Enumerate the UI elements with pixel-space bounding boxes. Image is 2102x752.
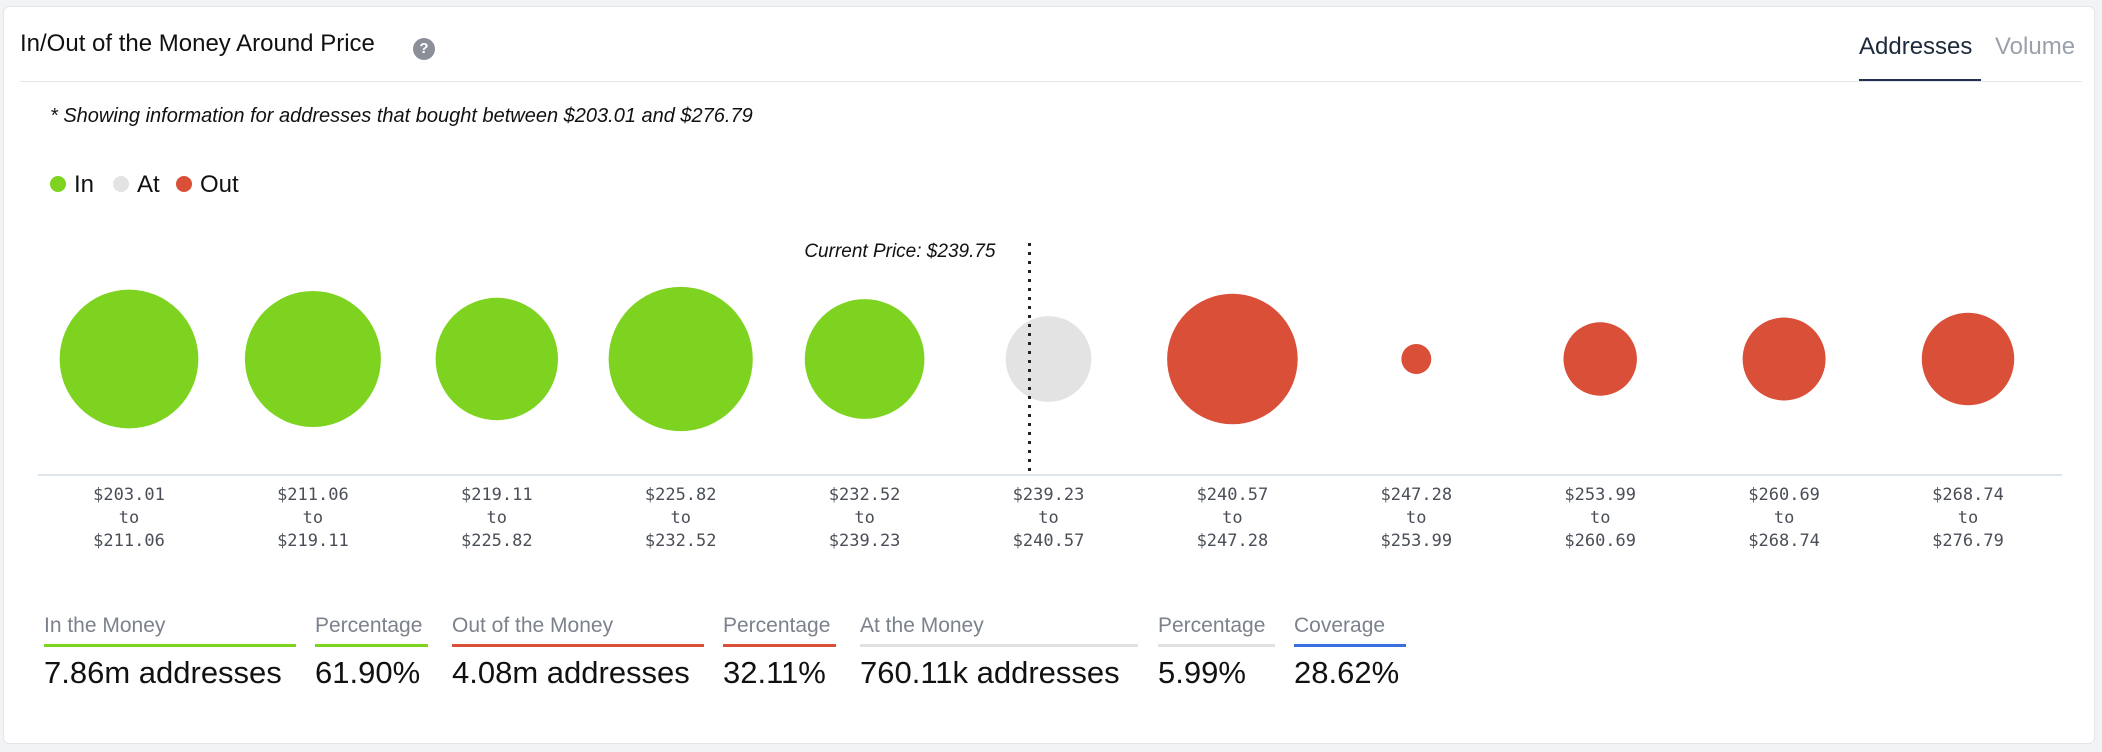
- legend-dot-in: [50, 175, 66, 192]
- bubble-out[interactable]: [1167, 293, 1298, 425]
- tick-label-to: to: [119, 508, 139, 528]
- card-header: In/Out of the Money Around Price ? Addre…: [4, 7, 2096, 82]
- bubble-out[interactable]: [1921, 312, 2015, 406]
- metric-value: 28.62%: [1294, 655, 1400, 690]
- metric-label: Percentage: [1158, 614, 1266, 637]
- tick-label-to-price: $268.74: [1748, 531, 1820, 551]
- bubble-out[interactable]: [1742, 317, 1826, 401]
- metric-label: At the Money: [860, 614, 984, 637]
- metric-color-bar: [1294, 644, 1406, 647]
- tick-label-to: to: [1406, 508, 1426, 528]
- metric-color-bar: [723, 644, 836, 647]
- metric-label: Percentage: [315, 614, 423, 637]
- metric-out-of-the-money: Out of the Money 4.08m addresses: [452, 614, 704, 691]
- tick-label-from: $268.74: [1932, 485, 2004, 505]
- bubble-in[interactable]: [804, 299, 925, 419]
- tick-label-to-price: $211.06: [93, 531, 165, 551]
- bubble-at[interactable]: [1005, 316, 1092, 402]
- tick-label-from: $253.99: [1564, 485, 1636, 505]
- iomap-card: In/Out of the Money Around Price ? Addre…: [3, 6, 2095, 744]
- header-divider: [20, 81, 2082, 82]
- bubble-in[interactable]: [435, 297, 558, 421]
- legend-item-in[interactable]: In: [50, 171, 94, 199]
- tick-label-to-price: $219.11: [277, 531, 349, 551]
- tick-label-from: $203.01: [93, 485, 165, 505]
- tick-label-to-price: $260.69: [1564, 531, 1636, 551]
- tick-label-to: to: [1590, 508, 1610, 528]
- tick-label-to-price: $225.82: [461, 531, 533, 551]
- metric-value: 5.99%: [1158, 655, 1246, 690]
- tick-label-from: $225.82: [645, 485, 717, 505]
- active-tab-indicator: [1859, 79, 1981, 82]
- tick-label-to-price: $276.79: [1932, 531, 2004, 551]
- tick-label-to: to: [1038, 508, 1058, 528]
- legend-dot-at: [113, 175, 129, 192]
- tick-label-to: to: [854, 508, 874, 528]
- range-note: * Showing information for addresses that…: [50, 105, 753, 127]
- metric-label: Percentage: [723, 614, 831, 637]
- bubble-in[interactable]: [244, 291, 381, 427]
- metric-label: In the Money: [44, 614, 166, 637]
- tab-volume[interactable]: Volume: [1995, 33, 2076, 60]
- tick-label-to: to: [670, 508, 690, 528]
- tick-label-from: $239.23: [1013, 485, 1085, 505]
- tick-label-to-price: $247.28: [1197, 531, 1269, 551]
- metric-out-percentage: Percentage 32.11%: [723, 614, 836, 691]
- bubble-out[interactable]: [1563, 322, 1637, 396]
- tab-addresses[interactable]: Addresses: [1859, 33, 1973, 60]
- metric-at-percentage: Percentage 5.99%: [1158, 614, 1275, 691]
- tick-label-from: $219.11: [461, 485, 533, 505]
- legend-item-out[interactable]: Out: [176, 171, 239, 199]
- tick-label-to: to: [1774, 508, 1794, 528]
- legend-label-in: In: [74, 171, 95, 198]
- metric-value: 4.08m addresses: [452, 655, 690, 690]
- metric-value: 61.90%: [315, 655, 421, 690]
- metric-color-bar: [860, 644, 1138, 647]
- tick-label-from: $232.52: [829, 485, 901, 505]
- legend-dot-out: [176, 175, 192, 192]
- bubble-in[interactable]: [608, 286, 753, 432]
- bubble-out[interactable]: [1401, 344, 1432, 374]
- tick-label-from: $260.69: [1748, 485, 1820, 505]
- metric-label: Out of the Money: [452, 614, 614, 637]
- tick-label-to-price: $240.57: [1013, 531, 1085, 551]
- metric-in-percentage: Percentage 61.90%: [315, 614, 428, 691]
- metric-color-bar: [452, 644, 704, 647]
- tick-label-to-price: $239.23: [829, 531, 901, 551]
- metric-value: 32.11%: [723, 655, 826, 690]
- legend-label-at: At: [137, 171, 160, 198]
- tick-label-from: $211.06: [277, 485, 349, 505]
- metric-at-the-money: At the Money 760.11k addresses: [860, 614, 1138, 691]
- tick-label-to: to: [487, 508, 507, 528]
- tick-label-to: to: [303, 508, 323, 528]
- current-price-label: Current Price: $239.75: [804, 241, 996, 262]
- bubble-in[interactable]: [59, 289, 199, 429]
- metric-in-the-money: In the Money 7.86m addresses: [44, 614, 296, 691]
- tick-label-to-price: $253.99: [1380, 531, 1452, 551]
- metric-value: 7.86m addresses: [44, 655, 282, 690]
- legend-item-at[interactable]: At: [113, 171, 160, 199]
- question-circle-icon[interactable]: ?: [413, 38, 435, 60]
- legend-label-out: Out: [200, 171, 239, 198]
- metric-label: Coverage: [1294, 614, 1386, 637]
- tick-label-to-price: $232.52: [645, 531, 717, 551]
- tick-label-from: $240.57: [1197, 485, 1269, 505]
- metric-color-bar: [44, 644, 296, 647]
- tick-label-from: $247.28: [1380, 485, 1452, 505]
- card-title: In/Out of the Money Around Price: [20, 30, 375, 57]
- metric-color-bar: [315, 644, 428, 647]
- tick-label-to: to: [1222, 508, 1242, 528]
- metric-coverage: Coverage 28.62%: [1294, 614, 1406, 691]
- metric-color-bar: [1158, 644, 1275, 647]
- bubble-chart: $203.01 to $211.06 $211.06 to $219.11 $219.11 t…: [38, 241, 2062, 551]
- tick-label-to: to: [1958, 508, 1978, 528]
- metric-value: 760.11k addresses: [860, 655, 1120, 690]
